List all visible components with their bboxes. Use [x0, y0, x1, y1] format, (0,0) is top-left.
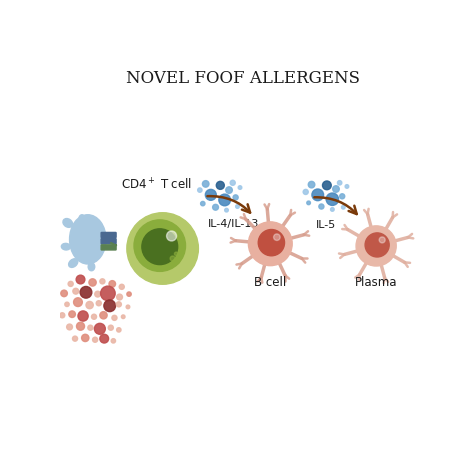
Circle shape — [333, 186, 339, 192]
Ellipse shape — [70, 215, 106, 264]
Circle shape — [379, 237, 385, 243]
Circle shape — [100, 286, 115, 301]
Circle shape — [205, 190, 216, 201]
FancyBboxPatch shape — [101, 245, 116, 250]
Circle shape — [330, 208, 334, 211]
Circle shape — [76, 322, 84, 330]
Text: IL-4/IL-13: IL-4/IL-13 — [208, 219, 260, 229]
Circle shape — [201, 201, 205, 206]
Circle shape — [273, 234, 280, 240]
Circle shape — [345, 184, 349, 188]
Text: B cell: B cell — [254, 276, 286, 289]
Circle shape — [319, 204, 324, 209]
Circle shape — [117, 328, 121, 332]
Circle shape — [91, 314, 97, 319]
Circle shape — [126, 305, 130, 309]
Circle shape — [230, 180, 235, 185]
Circle shape — [134, 220, 185, 272]
Circle shape — [100, 311, 107, 319]
Circle shape — [117, 294, 122, 300]
Circle shape — [356, 226, 396, 266]
Circle shape — [73, 336, 78, 341]
Circle shape — [365, 233, 389, 257]
Circle shape — [225, 209, 228, 212]
Circle shape — [236, 205, 239, 209]
Ellipse shape — [61, 243, 71, 250]
Circle shape — [116, 302, 121, 307]
Circle shape — [119, 284, 124, 289]
Circle shape — [73, 298, 82, 307]
Circle shape — [170, 256, 175, 261]
Circle shape — [307, 201, 310, 205]
Text: NOVEL FOOF ALLERGENS: NOVEL FOOF ALLERGENS — [126, 70, 360, 87]
FancyBboxPatch shape — [101, 238, 116, 244]
Circle shape — [308, 182, 315, 188]
Circle shape — [94, 323, 105, 334]
Circle shape — [326, 193, 338, 205]
Circle shape — [86, 301, 93, 309]
Circle shape — [82, 334, 89, 342]
Circle shape — [108, 325, 113, 330]
Circle shape — [340, 194, 345, 199]
Circle shape — [219, 194, 230, 206]
Circle shape — [216, 182, 224, 190]
Circle shape — [341, 205, 345, 209]
Circle shape — [202, 181, 209, 187]
Text: Plasma: Plasma — [355, 276, 397, 289]
Circle shape — [174, 252, 178, 255]
Circle shape — [76, 275, 85, 284]
Circle shape — [100, 279, 105, 284]
Circle shape — [198, 188, 202, 192]
Circle shape — [142, 229, 178, 264]
Circle shape — [127, 292, 131, 296]
Circle shape — [89, 279, 96, 286]
Circle shape — [121, 315, 125, 319]
Circle shape — [68, 282, 73, 286]
Circle shape — [258, 229, 284, 256]
Circle shape — [166, 231, 177, 241]
Circle shape — [238, 186, 242, 190]
Circle shape — [233, 195, 238, 200]
Circle shape — [95, 291, 100, 297]
Circle shape — [67, 324, 73, 330]
Circle shape — [303, 190, 308, 194]
Circle shape — [337, 181, 342, 185]
Circle shape — [100, 334, 109, 343]
Circle shape — [112, 315, 117, 320]
Circle shape — [88, 325, 93, 330]
Circle shape — [312, 189, 324, 201]
Circle shape — [69, 311, 75, 318]
Circle shape — [226, 187, 232, 193]
Ellipse shape — [69, 259, 78, 267]
Circle shape — [80, 286, 92, 298]
Circle shape — [176, 261, 179, 264]
Ellipse shape — [63, 219, 73, 228]
Circle shape — [61, 290, 67, 297]
Circle shape — [92, 337, 98, 342]
Circle shape — [96, 301, 101, 306]
Circle shape — [104, 300, 116, 311]
Ellipse shape — [79, 215, 86, 224]
Circle shape — [213, 204, 219, 210]
Circle shape — [127, 213, 199, 284]
Circle shape — [109, 281, 116, 287]
Circle shape — [111, 338, 116, 343]
Circle shape — [73, 288, 79, 294]
FancyBboxPatch shape — [101, 232, 116, 237]
Text: CD4$^+$ T cell: CD4$^+$ T cell — [121, 177, 192, 192]
Circle shape — [322, 181, 331, 190]
Circle shape — [78, 311, 88, 321]
Text: IL-5: IL-5 — [316, 220, 336, 230]
Circle shape — [65, 302, 69, 307]
Circle shape — [60, 313, 65, 318]
Ellipse shape — [88, 263, 95, 271]
Circle shape — [248, 222, 292, 265]
